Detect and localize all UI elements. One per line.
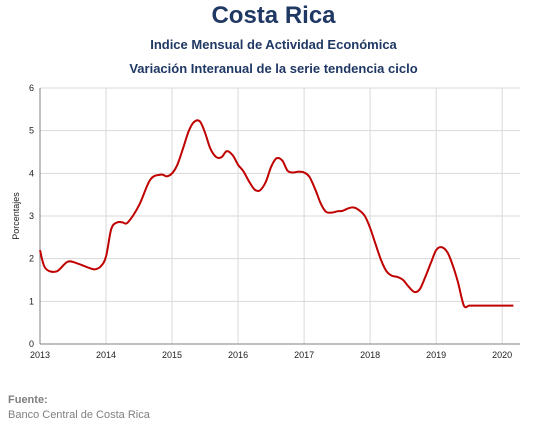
y-tick-label: 2 <box>29 254 34 264</box>
y-tick-label: 1 <box>29 296 34 306</box>
y-tick-label: 3 <box>29 211 34 221</box>
x-tick-label: 2015 <box>162 350 182 360</box>
chart-subtitle-variation: Variación Interanual de la serie tendenc… <box>129 61 418 76</box>
series-line <box>39 119 514 309</box>
x-tick-label: 2016 <box>228 350 248 360</box>
source-text: Banco Central de Costa Rica <box>8 409 150 421</box>
chart-title: Costa Rica <box>211 2 336 29</box>
x-tick-label: 2013 <box>30 350 50 360</box>
source-label: Fuente: <box>8 394 48 406</box>
chart-subtitle-index: Indice Mensual de Actividad Económica <box>150 37 397 52</box>
y-tick-label: 4 <box>29 168 34 178</box>
y-tick-label: 0 <box>29 339 34 349</box>
y-axis-label: Porcentajes <box>11 192 21 240</box>
x-tick-label: 2017 <box>294 350 314 360</box>
x-tick-label: 2019 <box>426 350 446 360</box>
y-tick-label: 5 <box>29 126 34 136</box>
y-tick-label: 6 <box>29 83 34 93</box>
x-tick-label: 2018 <box>360 350 380 360</box>
x-tick-label: 2014 <box>96 350 116 360</box>
x-tick-label: 2020 <box>492 350 512 360</box>
